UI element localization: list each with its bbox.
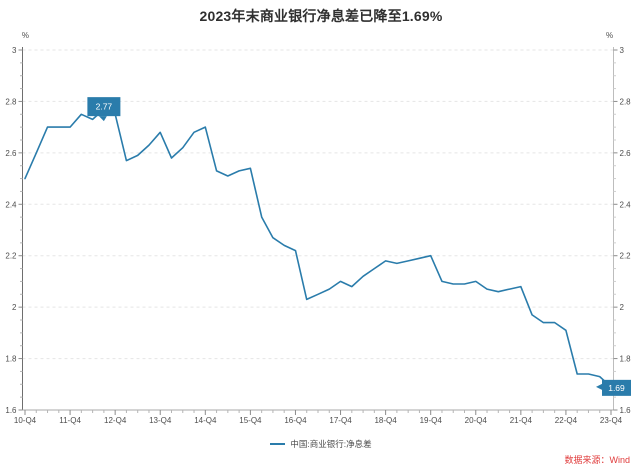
y-tick-label-right: 1.8	[620, 355, 632, 364]
y-tick-label-right: 2	[620, 303, 625, 312]
annotation-pointer	[98, 116, 107, 122]
y-tick-label-left: 2.8	[5, 97, 17, 106]
x-tick-label: 10-Q4	[14, 416, 37, 425]
y-tick-label-right: 2.6	[620, 149, 632, 158]
y-unit-left: %	[22, 31, 29, 40]
y-tick-label-left: 1.6	[5, 406, 17, 415]
y-tick-label-left: 2.2	[5, 252, 17, 261]
series-line	[24, 108, 612, 388]
y-tick-label-left: 2.4	[5, 200, 17, 209]
y-tick-label-right: 3	[620, 46, 625, 55]
annotation-box	[87, 97, 121, 117]
x-tick-label: 12-Q4	[104, 416, 127, 425]
legend-label: 中国:商业银行:净息差	[290, 439, 372, 449]
chart-title: 2023年末商业银行净息差已降至1.69%	[199, 8, 443, 24]
annotation-box	[602, 379, 631, 396]
y-tick-label-right: 2.8	[620, 97, 632, 106]
x-tick-label: 15-Q4	[239, 416, 262, 425]
annotation-pointer	[596, 383, 602, 390]
y-tick-label-left: 3	[12, 46, 17, 55]
x-tick-label: 20-Q4	[465, 416, 488, 425]
legend: 中国:商业银行:净息差	[0, 438, 642, 450]
x-tick-label: 16-Q4	[284, 416, 307, 425]
y-tick-label-right: 2.4	[620, 200, 632, 209]
y-tick-label-left: 2.6	[5, 149, 17, 158]
y-tick-label-right: 1.6	[620, 406, 632, 415]
x-tick-label: 22-Q4	[555, 416, 578, 425]
x-tick-label: 18-Q4	[374, 416, 397, 425]
annotation-value: 2.77	[96, 102, 113, 112]
x-tick-label: 21-Q4	[510, 416, 533, 425]
y-tick-label-left: 2	[12, 303, 17, 312]
x-tick-label: 13-Q4	[149, 416, 172, 425]
data-source-note: 数据来源：Wind	[564, 455, 630, 465]
x-tick-label: 23-Q4	[600, 416, 623, 425]
x-tick-label: 19-Q4	[420, 416, 443, 425]
y-tick-label-right: 2.2	[620, 252, 632, 261]
x-tick-label: 17-Q4	[329, 416, 352, 425]
y-unit-right: %	[606, 31, 613, 40]
x-tick-label: 14-Q4	[194, 416, 217, 425]
y-tick-label-left: 1.8	[5, 355, 17, 364]
x-tick-label: 11-Q4	[59, 416, 81, 425]
legend-line-swatch	[270, 443, 286, 445]
annotation-value: 1.69	[608, 383, 625, 393]
